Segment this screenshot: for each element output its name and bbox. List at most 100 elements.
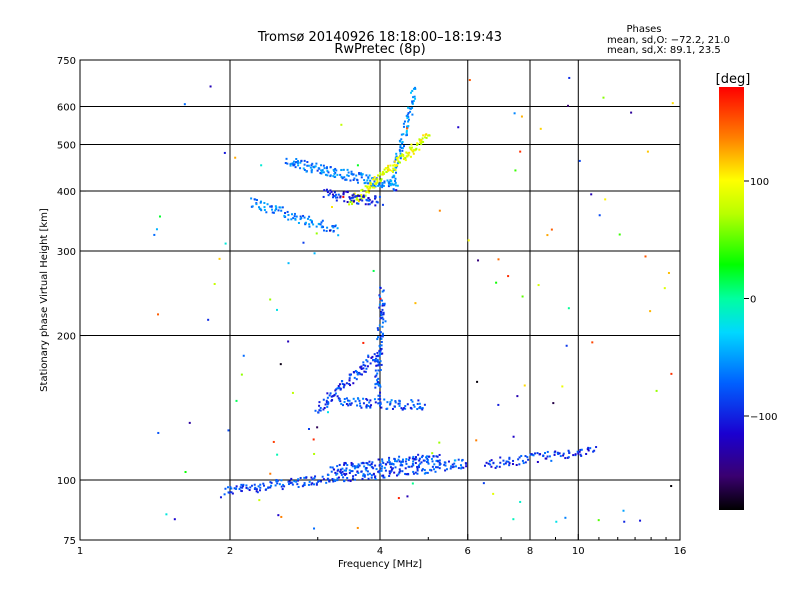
noise-point xyxy=(476,380,479,383)
data-point xyxy=(316,169,319,172)
data-point xyxy=(380,352,383,355)
noise-point xyxy=(454,459,457,462)
noise-point xyxy=(234,156,237,159)
data-point xyxy=(257,206,260,209)
data-point xyxy=(454,465,457,468)
data-point xyxy=(365,198,368,201)
data-point xyxy=(559,455,562,458)
data-point xyxy=(349,197,352,200)
data-point xyxy=(398,468,401,471)
data-point xyxy=(487,462,490,465)
data-point xyxy=(417,399,420,402)
data-point xyxy=(415,143,418,146)
data-point xyxy=(357,463,360,466)
data-point xyxy=(391,176,394,179)
data-point xyxy=(379,312,382,315)
data-point xyxy=(503,463,506,466)
data-point xyxy=(366,399,369,402)
data-point xyxy=(380,178,383,181)
data-point xyxy=(358,402,361,405)
data-point xyxy=(240,489,243,492)
data-point xyxy=(362,397,365,400)
data-point xyxy=(352,475,355,478)
data-point xyxy=(245,486,248,489)
data-point xyxy=(381,316,384,319)
noise-point xyxy=(326,411,329,414)
data-point xyxy=(285,157,288,160)
data-point xyxy=(358,199,361,202)
data-point xyxy=(241,485,244,488)
data-point xyxy=(465,465,468,468)
data-point xyxy=(367,355,370,358)
data-point xyxy=(424,471,427,474)
data-point xyxy=(374,401,377,404)
data-point xyxy=(287,483,290,486)
data-point xyxy=(444,461,447,464)
data-point xyxy=(405,129,408,132)
data-point xyxy=(378,384,381,387)
data-point xyxy=(360,470,363,473)
data-point xyxy=(307,483,310,486)
data-point xyxy=(379,173,382,176)
data-point xyxy=(348,203,351,206)
data-point xyxy=(411,101,414,104)
data-point xyxy=(336,469,339,472)
data-point xyxy=(593,449,596,452)
noise-point xyxy=(280,515,283,518)
colorbar-unit: [deg] xyxy=(716,72,751,87)
noise-point xyxy=(670,485,673,488)
noise-point xyxy=(497,258,500,261)
data-point xyxy=(318,409,321,412)
data-point xyxy=(379,286,382,289)
data-point xyxy=(386,401,389,404)
data-point xyxy=(319,223,322,226)
data-point xyxy=(394,177,397,180)
data-point xyxy=(366,473,369,476)
phases-x-stats: mean, sd,X: 89.1, 23.5 xyxy=(607,45,721,56)
data-point xyxy=(387,182,390,185)
data-point xyxy=(368,460,371,463)
data-point xyxy=(370,474,373,477)
data-point xyxy=(419,462,422,465)
data-point xyxy=(339,195,342,198)
data-point xyxy=(387,185,390,188)
data-point xyxy=(341,404,344,407)
data-point xyxy=(317,479,320,482)
data-point xyxy=(374,357,377,360)
phases-o-stats: mean, sd,O: −72.2, 21.0 xyxy=(607,35,730,46)
data-point xyxy=(293,163,296,166)
data-point xyxy=(289,164,292,167)
data-point xyxy=(419,407,422,410)
data-point xyxy=(407,154,410,157)
data-point xyxy=(412,472,415,475)
data-point xyxy=(425,136,428,139)
data-point xyxy=(379,331,382,334)
data-point xyxy=(389,402,392,405)
data-point xyxy=(389,184,392,187)
data-point xyxy=(404,472,407,475)
data-point xyxy=(259,483,262,486)
data-point xyxy=(326,405,329,408)
data-point xyxy=(346,476,349,479)
data-point xyxy=(365,404,368,407)
data-point xyxy=(418,466,421,469)
data-point xyxy=(392,463,395,466)
data-point xyxy=(326,174,329,177)
data-point xyxy=(379,171,382,174)
data-point xyxy=(326,226,329,229)
data-point xyxy=(390,179,393,182)
data-point xyxy=(360,172,363,175)
data-point xyxy=(391,169,394,172)
data-point xyxy=(374,369,377,372)
data-point xyxy=(223,493,226,496)
data-point xyxy=(325,188,328,191)
data-point xyxy=(296,161,299,164)
noise-point xyxy=(207,318,210,321)
data-point xyxy=(253,483,256,486)
data-point xyxy=(410,149,413,152)
data-point xyxy=(432,455,435,458)
data-point xyxy=(327,194,330,197)
data-point xyxy=(374,475,377,478)
data-point xyxy=(392,188,395,191)
